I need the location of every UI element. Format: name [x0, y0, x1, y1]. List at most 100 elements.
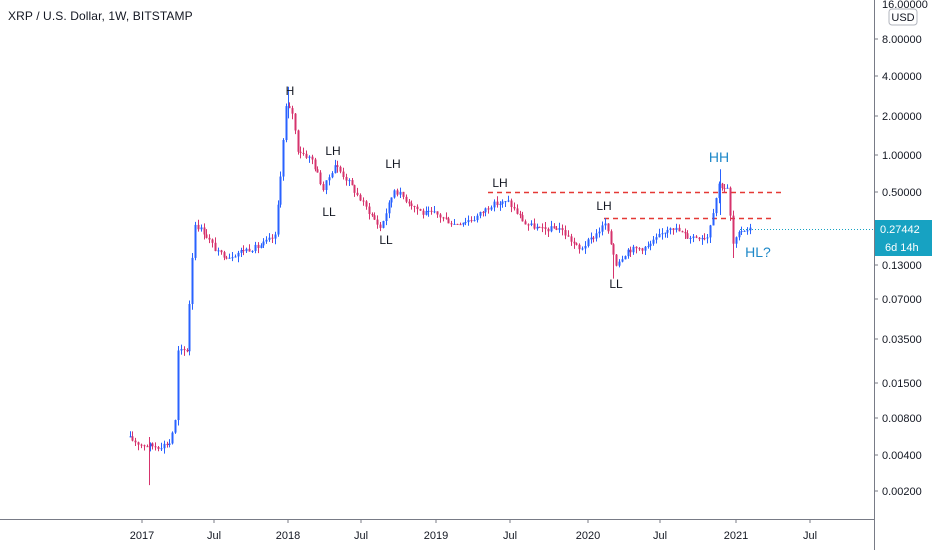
- candle-body: [348, 180, 351, 182]
- candle-body: [456, 223, 459, 225]
- candle-body: [746, 230, 749, 232]
- candle-body: [538, 226, 541, 228]
- time-tick-label: 2021: [724, 530, 748, 542]
- candle-body: [675, 227, 678, 230]
- candle-body: [388, 202, 391, 214]
- candle-body: [464, 222, 467, 224]
- candle-body: [188, 304, 191, 352]
- price-tick-label: 1.00000: [882, 150, 922, 162]
- candle-body: [703, 238, 706, 240]
- candle-body: [379, 224, 382, 228]
- candle-body: [419, 209, 422, 211]
- candle-body: [649, 243, 652, 247]
- candle-body: [356, 192, 359, 195]
- candle-body: [331, 173, 334, 178]
- candle-body: [499, 203, 502, 206]
- candle-body: [197, 224, 200, 230]
- candle-body: [217, 250, 220, 252]
- candle-body: [669, 228, 672, 230]
- candle-body: [666, 229, 669, 233]
- candle-body: [223, 252, 226, 258]
- candle-body: [621, 259, 624, 262]
- candle-body: [664, 232, 667, 234]
- candle-body: [644, 246, 647, 251]
- candle-body: [555, 228, 558, 230]
- candle-body: [194, 224, 197, 258]
- candle-body: [254, 244, 257, 251]
- price-tick-label: 16.00000: [882, 0, 928, 11]
- candle-body: [240, 250, 243, 253]
- candle-body: [573, 241, 576, 244]
- candle-body: [297, 130, 300, 152]
- candle-body: [510, 200, 513, 208]
- candle-body: [439, 214, 442, 218]
- candle-body: [351, 180, 354, 186]
- candle-body: [174, 420, 177, 433]
- candle-body: [168, 443, 171, 446]
- candle-body: [632, 246, 635, 253]
- candle-body: [550, 226, 553, 232]
- candle-body: [453, 223, 456, 225]
- candle-body: [396, 190, 399, 195]
- candle-body: [473, 220, 476, 222]
- candle-body: [658, 233, 661, 238]
- candle-body: [413, 205, 416, 207]
- candle-body: [373, 215, 376, 220]
- candle-body: [470, 220, 473, 222]
- annotation-lh: LH: [385, 157, 400, 171]
- candle-body: [308, 156, 311, 158]
- candle-body: [513, 207, 516, 209]
- price-tick-label: 0.00400: [882, 450, 922, 462]
- annotation-ll: LL: [322, 205, 336, 219]
- candle-body: [527, 224, 530, 226]
- candle-body: [587, 239, 590, 246]
- candle-body: [359, 194, 362, 201]
- candle-body: [294, 113, 297, 131]
- candle-body: [365, 201, 368, 207]
- candle-body: [735, 237, 738, 244]
- candle-body: [595, 233, 598, 239]
- currency-button[interactable]: [888, 8, 918, 26]
- candle-body: [171, 432, 174, 444]
- candle-body: [601, 225, 604, 232]
- candle-body: [598, 231, 601, 234]
- candle-body: [610, 231, 613, 245]
- candle-body: [530, 223, 533, 225]
- candle-body: [578, 244, 581, 250]
- candle-body: [408, 201, 411, 204]
- candle-body: [277, 204, 280, 235]
- candle-body: [592, 237, 595, 239]
- candle-body: [445, 217, 448, 219]
- candle-body: [672, 228, 675, 230]
- candle-body: [299, 151, 302, 153]
- candle-body: [339, 166, 342, 172]
- time-tick-label: Jul: [803, 530, 817, 542]
- candle-body: [305, 153, 308, 158]
- candle-body: [544, 227, 547, 229]
- candle-body: [678, 227, 681, 232]
- candle-body: [271, 237, 274, 239]
- candle-body: [521, 215, 524, 222]
- candle-body: [248, 248, 251, 252]
- candle-body: [353, 185, 356, 193]
- candle-body: [689, 237, 692, 239]
- candle-body: [291, 108, 294, 114]
- candle-body: [706, 237, 709, 239]
- candle-body: [629, 249, 632, 253]
- candle-body: [186, 350, 189, 352]
- candle-body: [137, 442, 140, 445]
- candle-body: [382, 220, 385, 228]
- candle-body: [749, 227, 752, 231]
- candle-body: [371, 213, 374, 216]
- candle-body: [584, 245, 587, 249]
- candle-body: [442, 217, 445, 219]
- candle-body: [416, 206, 419, 210]
- candle-body: [311, 156, 314, 160]
- candle-body: [177, 350, 180, 421]
- candle-body: [541, 227, 544, 229]
- annotation-ll: LL: [609, 277, 623, 291]
- candle-body: [183, 349, 186, 351]
- annotation-hh: HH: [709, 149, 729, 165]
